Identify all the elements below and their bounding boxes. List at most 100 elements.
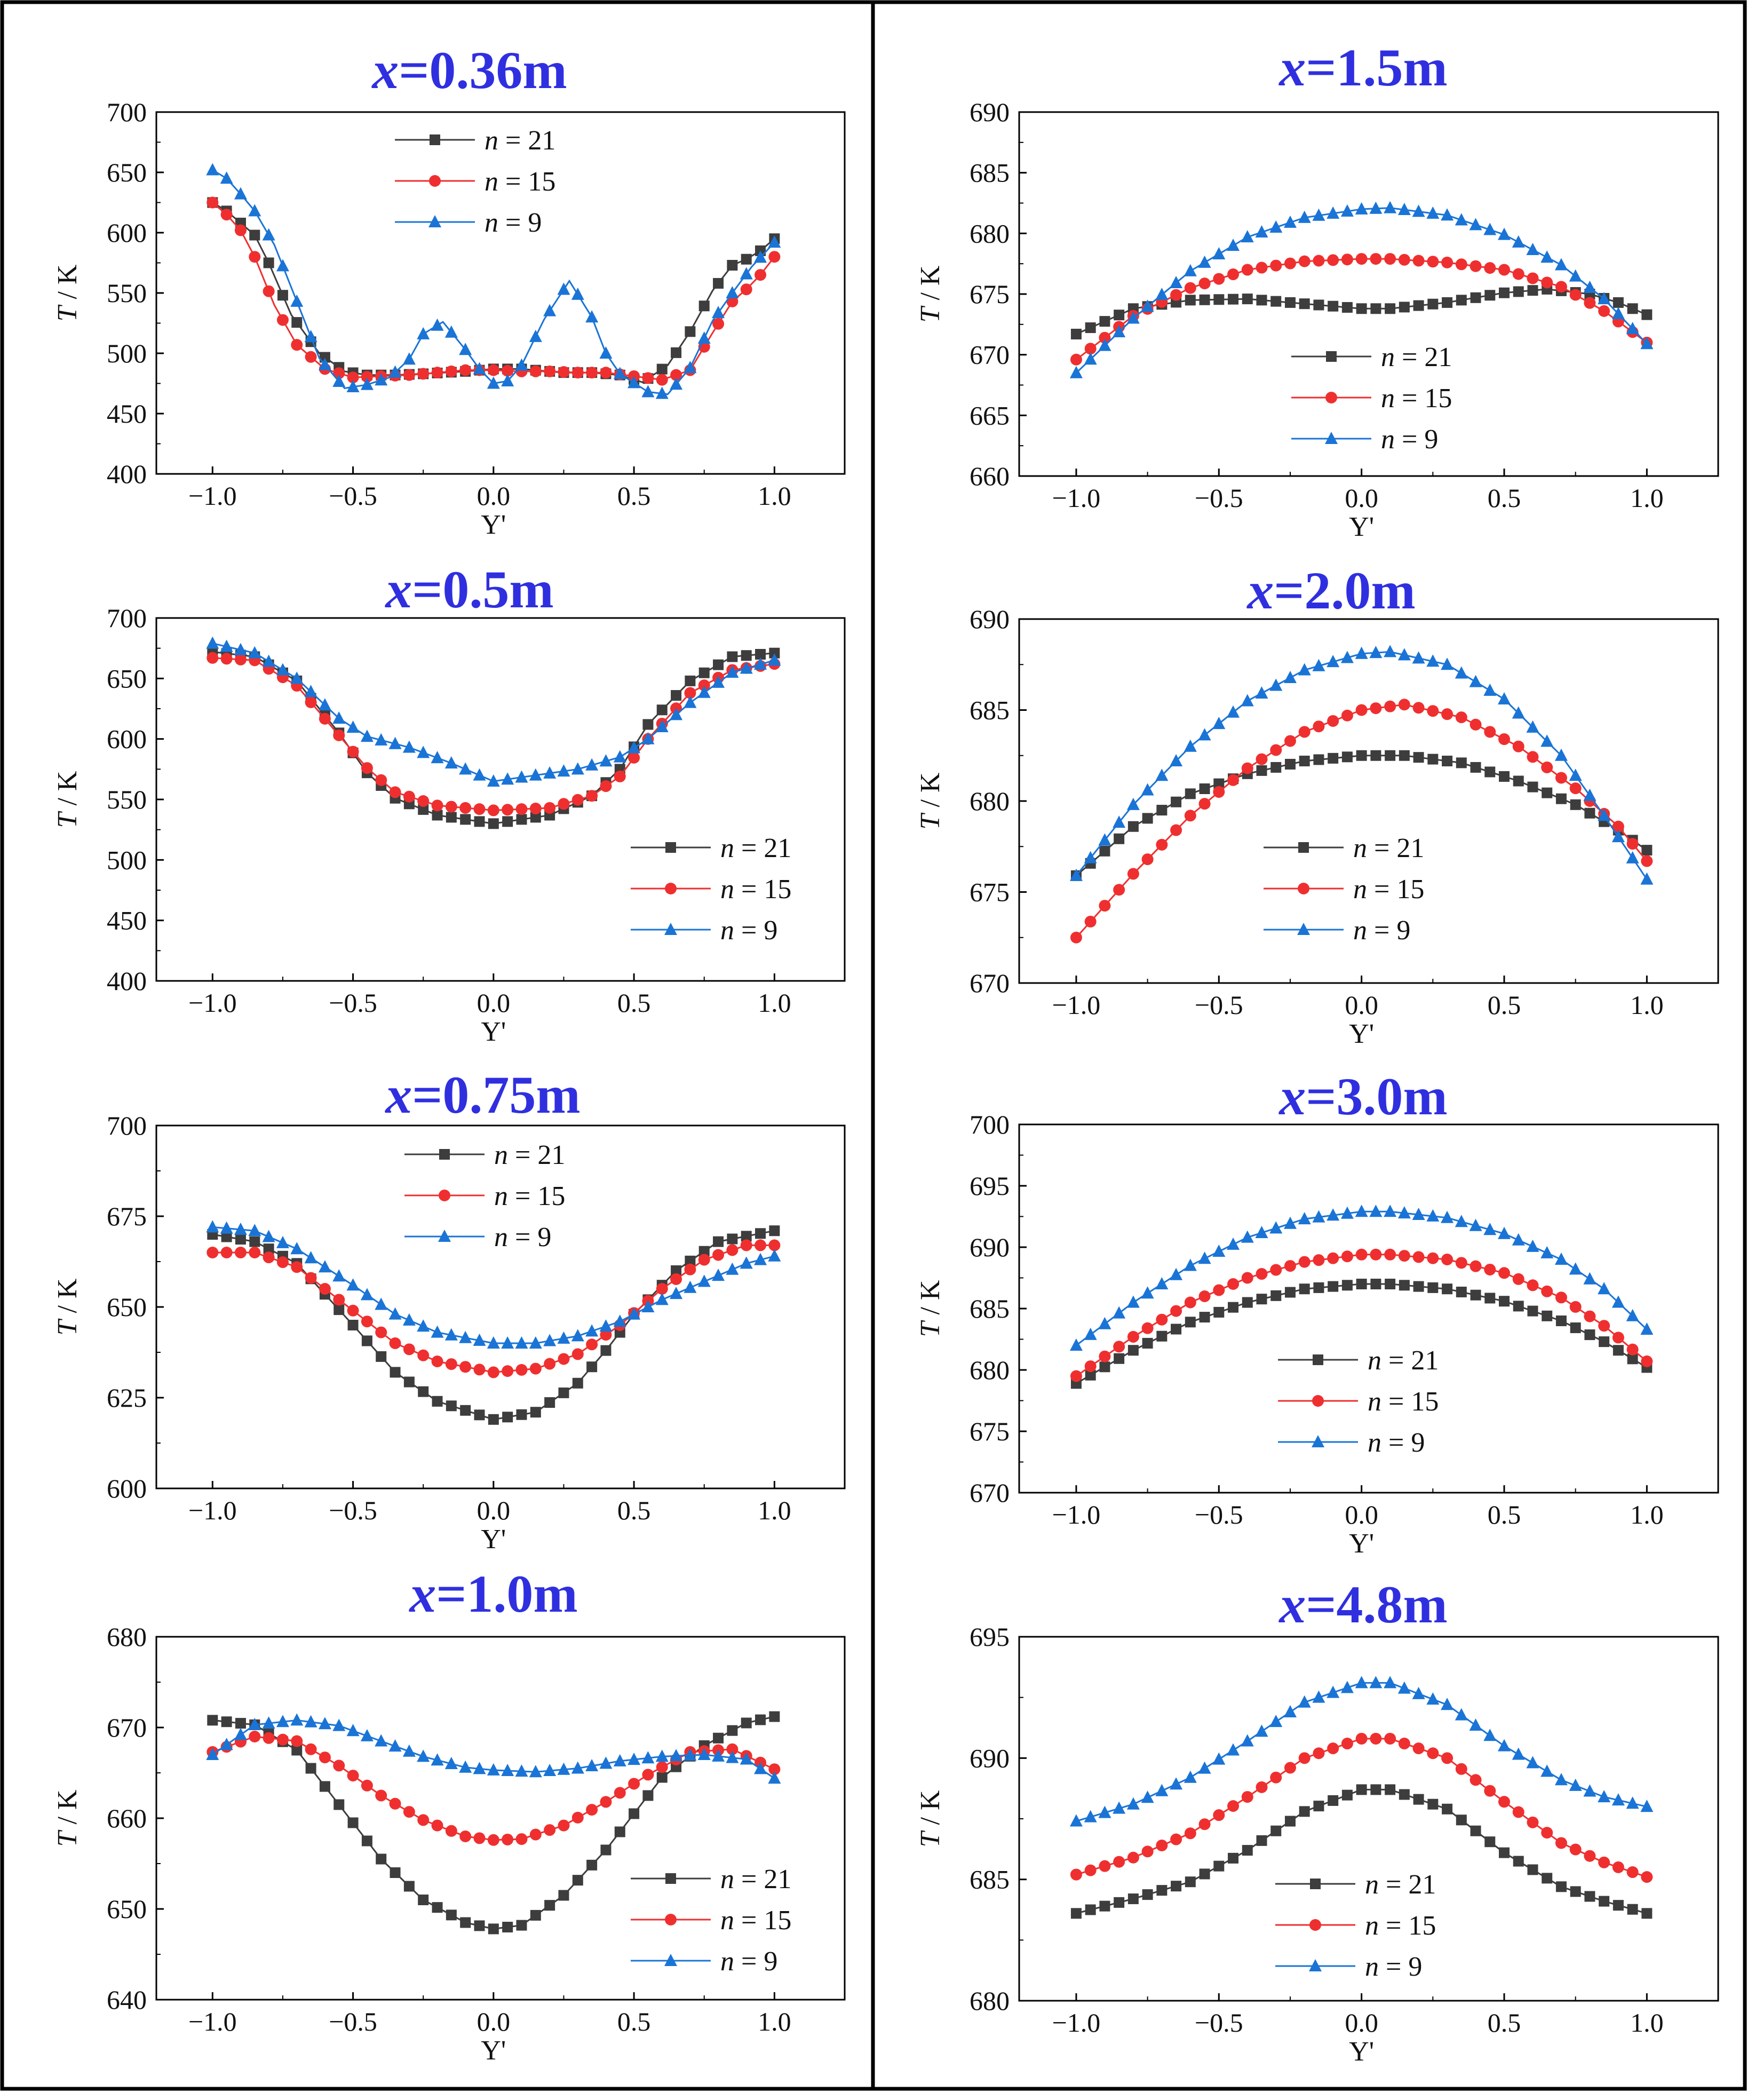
legend-marker [1297,923,1310,935]
y-tick-label: 680 [970,1986,1010,2016]
legend-value: 21 [537,1140,565,1170]
data-point [276,259,289,272]
data-point [1442,1803,1453,1814]
data-point [1283,215,1297,228]
data-point [474,1920,485,1931]
legend: n = 21n = 15n = 9 [1264,833,1424,946]
data-point [713,659,724,670]
data-point [207,196,219,209]
data-point [220,653,233,665]
data-point [1455,711,1467,724]
data-point [1313,1801,1324,1812]
data-point [220,209,233,221]
data-point [1170,1305,1182,1317]
data-point [1213,786,1225,798]
data-point [1327,655,1340,668]
data-point [1199,294,1210,305]
data-point [613,367,626,379]
data-point [1627,1353,1638,1365]
data-point [530,1407,541,1418]
legend-value: 21 [764,833,791,863]
data-point [1113,1856,1125,1868]
data-point [727,260,738,271]
data-point [304,685,317,698]
y-tick-label: 700 [107,603,147,633]
data-point [1413,1794,1424,1805]
data-point [502,1412,513,1423]
y-tick-label: 640 [107,1985,147,2015]
data-point [444,1328,458,1341]
data-point [1298,1256,1311,1268]
data-point [488,1923,499,1935]
data-point [459,1330,472,1343]
data-point [1470,1825,1481,1836]
series-n-15 [207,1239,781,1378]
data-point [1299,298,1310,310]
data-point [642,1769,654,1781]
data-point [1340,204,1354,217]
data-point [1413,1281,1424,1292]
data-point [1641,1871,1653,1883]
data-point [333,1304,345,1316]
legend-variable: n [720,915,734,946]
data-point [586,1859,598,1871]
chart-c2: x=0.5m −1.0 −0.5 0.0 0.5 1.0 400 450 500 550 600 65… [52,560,846,1047]
legend-label: n = 9 [1353,915,1410,946]
data-point [1397,203,1411,216]
legend-marker [429,175,441,187]
data-point [697,1748,711,1760]
legend-label: n = 9 [1365,1952,1422,1982]
data-point [1355,704,1368,716]
data-point [1513,1301,1524,1312]
data-point [1270,744,1282,756]
series-line [212,1226,775,1344]
data-point [599,754,613,767]
data-point [1626,851,1639,863]
data-point [1484,262,1496,274]
data-point [1527,285,1538,296]
data-point [1397,648,1411,661]
data-point [1255,686,1268,699]
data-point [1299,1806,1310,1817]
data-point [1540,1246,1554,1258]
data-point [304,1715,317,1727]
series-n-15 [1070,1248,1653,1382]
data-point [1114,1897,1125,1908]
data-point [347,371,359,384]
data-point [276,1235,289,1248]
data-point [1327,1742,1339,1755]
data-point [515,1364,528,1376]
data-point [670,1287,683,1299]
data-point [1554,1253,1568,1265]
data-point [1470,292,1481,303]
data-point [600,1796,612,1808]
data-point [501,1336,514,1349]
y-tick-label: 600 [107,724,147,754]
legend-marker [1312,1395,1324,1407]
data-point [670,1749,683,1762]
data-point [741,1231,752,1242]
data-point [1156,1313,1168,1326]
legend-value: 9 [1408,1952,1422,1982]
data-point [249,1236,260,1247]
data-point [473,768,486,781]
data-point [670,708,683,720]
data-point [713,1732,724,1744]
data-point [599,1756,613,1769]
legend-value: 15 [1396,874,1424,905]
chart-title: x=3.0m [1278,1067,1447,1126]
data-point [1099,331,1111,344]
data-point [529,1362,542,1375]
data-point [418,1895,429,1905]
data-point [1241,1230,1254,1243]
legend-marker [1309,1919,1321,1931]
data-point [544,365,556,377]
x-tick-label: −1.0 [188,2007,237,2036]
data-point [544,1397,555,1408]
y-axis-label: T / K [915,1790,946,1847]
y-tick-label: 400 [107,966,147,996]
chart-title: x=1.5m [1278,38,1447,97]
data-point [1127,1330,1139,1343]
data-point [684,1280,697,1293]
data-point [1497,692,1511,705]
